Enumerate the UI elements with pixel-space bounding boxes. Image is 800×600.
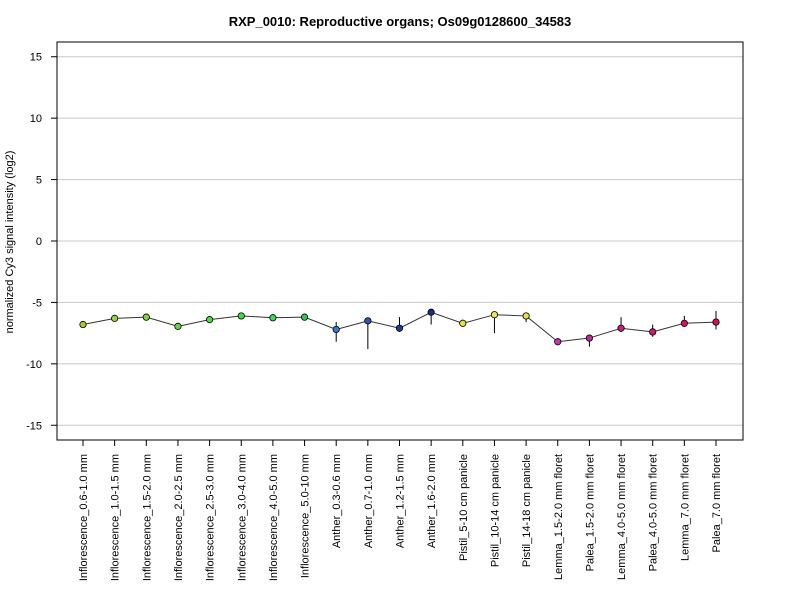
x-tick-label: Inflorescence_1.5-2.0 mm	[141, 454, 153, 581]
x-tick-label: Inflorescence_4.0-5.0 mm	[268, 454, 280, 581]
x-tick-label: Inflorescence_5.0-10 mm	[300, 454, 312, 578]
x-tick-label: Palea_7.0 mm floret	[711, 454, 723, 552]
x-tick-label: Inflorescence_2.5-3.0 mm	[205, 454, 217, 581]
data-point	[522, 312, 530, 320]
data-point	[395, 324, 404, 332]
data-point	[712, 318, 720, 326]
x-tick-label: Palea_1.5-2.0 mm floret	[584, 454, 596, 571]
data-point	[490, 311, 499, 319]
x-tick-label: Anther_1.6-2.0 mm	[426, 454, 438, 548]
y-tick-label: 5	[36, 175, 42, 187]
x-tick-label: Pistil_10-14 cm panicle	[489, 454, 501, 567]
plot-frame	[56, 41, 744, 441]
x-tick-label: Lemma_7.0 mm floret	[679, 454, 691, 561]
x-tick-label: Inflorescence_2.0-2.5 mm	[173, 454, 185, 581]
x-tick-label: Lemma_1.5-2.0 mm floret	[553, 454, 565, 580]
data-point	[142, 313, 150, 321]
x-tick-label: Anther_1.2-1.5 mm	[395, 454, 407, 548]
x-tick-label: Palea_4.0-5.0 mm floret	[648, 454, 660, 571]
data-points	[79, 308, 720, 346]
data-point	[332, 325, 340, 334]
x-tick-label: Anther_0.7-1.0 mm	[363, 454, 375, 548]
y-tick-label: 0	[36, 236, 42, 248]
data-point	[174, 322, 182, 330]
data-point	[459, 319, 467, 327]
x-tick-label: Pistil_5-10 cm panicle	[458, 454, 470, 561]
data-point	[649, 328, 657, 336]
y-tick-label: -10	[26, 359, 42, 371]
chart-title: RXP_0010: Reproductive organs; Os09g0128…	[229, 14, 572, 29]
x-tick-label: Inflorescence_3.0-4.0 mm	[236, 454, 248, 581]
y-tick-label: -5	[32, 297, 42, 309]
y-tick-label: 15	[30, 52, 42, 64]
data-point	[364, 317, 372, 325]
y-tick-label: -15	[26, 420, 42, 432]
data-point	[427, 308, 435, 316]
x-tick-label: Pistil_14-18 cm panicle	[521, 454, 533, 567]
x-tick-label: Inflorescence_0.6-1.0 mm	[78, 454, 90, 581]
grid-lines	[57, 56, 743, 426]
data-point	[680, 319, 688, 327]
data-point	[206, 316, 214, 324]
data-point	[237, 312, 245, 320]
data-point	[269, 314, 277, 322]
y-tick-label: 10	[30, 113, 42, 125]
x-tick-label: Anther_0.3-0.6 mm	[331, 454, 343, 548]
x-tick-label: Inflorescence_1.0-1.5 mm	[110, 454, 122, 581]
data-point	[585, 334, 594, 342]
data-point	[300, 313, 309, 321]
y-axis: -15 -10 -5 0 5 10 15	[26, 52, 57, 432]
data-point	[617, 324, 625, 332]
data-point	[111, 314, 119, 322]
x-axis: Inflorescence_0.6-1.0 mm Inflorescence_1.…	[78, 440, 723, 581]
data-point	[79, 320, 87, 329]
data-point	[554, 338, 562, 346]
x-tick-label: Lemma_4.0-5.0 mm floret	[616, 454, 628, 580]
y-axis-label: normalized Cy3 signal intensity (log2)	[4, 151, 16, 334]
